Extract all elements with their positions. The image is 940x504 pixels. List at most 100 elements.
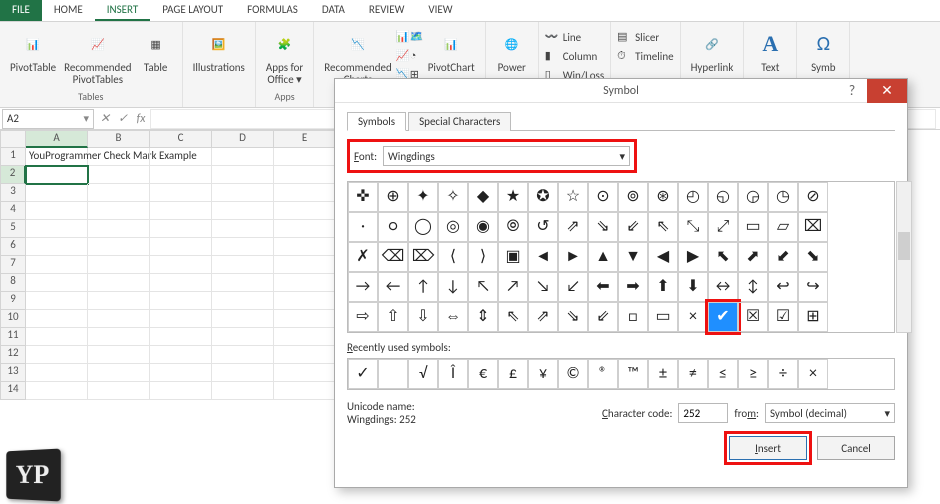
symbol-cell[interactable]: ▶ bbox=[678, 242, 708, 272]
cell[interactable] bbox=[274, 202, 336, 220]
table-button[interactable]: ▦Table bbox=[136, 26, 176, 76]
row-header[interactable]: 7 bbox=[0, 256, 26, 274]
row-header[interactable]: 9 bbox=[0, 292, 26, 310]
symbol-cell[interactable]: ⇗ bbox=[528, 302, 558, 332]
cell[interactable] bbox=[212, 382, 274, 400]
cell[interactable] bbox=[88, 220, 150, 238]
cell[interactable] bbox=[88, 328, 150, 346]
cell[interactable] bbox=[274, 256, 336, 274]
cell[interactable] bbox=[88, 382, 150, 400]
illustrations-button[interactable]: 🖼️Illustrations bbox=[189, 26, 249, 76]
recent-symbol-cell[interactable]: ™ bbox=[618, 359, 648, 389]
cell[interactable] bbox=[26, 364, 88, 382]
cancel-formula-icon[interactable]: ✕ bbox=[96, 111, 114, 126]
recent-symbol-cell[interactable]: ® bbox=[588, 359, 618, 389]
row-header[interactable]: 4 bbox=[0, 202, 26, 220]
recent-symbol-cell[interactable]: √ bbox=[408, 359, 438, 389]
symbol-cell[interactable]: ⬅ bbox=[588, 272, 618, 302]
cell[interactable] bbox=[274, 364, 336, 382]
symbol-cell[interactable]: ✜ bbox=[348, 182, 378, 212]
tab-special-characters[interactable]: Special Characters bbox=[408, 112, 511, 131]
enter-formula-icon[interactable]: ✓ bbox=[114, 111, 132, 126]
symbol-cell[interactable]: ↕ bbox=[738, 272, 768, 302]
symbol-cell[interactable]: ↖ bbox=[468, 272, 498, 302]
tab-home[interactable]: HOME bbox=[42, 0, 95, 21]
symbols-button[interactable]: ΩSymb bbox=[803, 26, 843, 76]
symbol-grid[interactable]: ✜⊕✦✧◆★✪☆⊙⊚⊛◴◵◶◷⊘·○◯◎◉⦾↺⇗⇘⇙⇖⤡⤢▭▱⌧✗⌫⌦⟨⟩▣◄►… bbox=[347, 181, 895, 333]
cell[interactable] bbox=[274, 220, 336, 238]
cell[interactable] bbox=[26, 346, 88, 364]
row-header[interactable]: 12 bbox=[0, 346, 26, 364]
symbol-cell[interactable]: ◵ bbox=[708, 182, 738, 212]
cell[interactable] bbox=[274, 238, 336, 256]
symbol-cell[interactable]: ▲ bbox=[588, 242, 618, 272]
hyperlink-button[interactable]: 🔗Hyperlink bbox=[687, 26, 738, 76]
cell[interactable] bbox=[150, 274, 212, 292]
recent-symbol-cell[interactable]: © bbox=[558, 359, 588, 389]
cell[interactable] bbox=[274, 292, 336, 310]
cell[interactable] bbox=[212, 274, 274, 292]
symbol-cell[interactable]: ⟩ bbox=[468, 242, 498, 272]
symbol-cell[interactable]: ⇘ bbox=[558, 302, 588, 332]
pivottable-button[interactable]: 📊PivotTable bbox=[6, 26, 60, 76]
symbol-cell[interactable]: ⬈ bbox=[738, 242, 768, 272]
tab-file[interactable]: FILE bbox=[0, 0, 42, 21]
row-header[interactable]: 6 bbox=[0, 238, 26, 256]
cell[interactable] bbox=[212, 292, 274, 310]
symbol-cell[interactable]: ⊙ bbox=[588, 182, 618, 212]
symbol-cell[interactable]: ✔ bbox=[708, 302, 738, 332]
symbol-cell[interactable]: → bbox=[348, 272, 378, 302]
symbol-cell[interactable]: ✦ bbox=[408, 182, 438, 212]
timeline-button[interactable]: ⏱Timeline bbox=[617, 47, 673, 65]
cell[interactable] bbox=[26, 292, 88, 310]
cell[interactable] bbox=[88, 238, 150, 256]
symbol-cell[interactable]: ⇙ bbox=[588, 302, 618, 332]
cell[interactable] bbox=[274, 166, 336, 184]
pivotchart-button[interactable]: 📊PivotChart bbox=[424, 26, 479, 76]
cell[interactable] bbox=[150, 310, 212, 328]
symbol-cell[interactable]: ☆ bbox=[558, 182, 588, 212]
recent-symbol-cell[interactable]: ✓ bbox=[348, 359, 378, 389]
sparkline-line-button[interactable]: 〰️Line bbox=[545, 28, 604, 46]
row-header[interactable]: 3 bbox=[0, 184, 26, 202]
cell[interactable] bbox=[26, 256, 88, 274]
symbol-cell[interactable]: ⬉ bbox=[708, 242, 738, 272]
row-header[interactable]: 2 bbox=[0, 166, 26, 184]
dialog-help-button[interactable]: ? bbox=[837, 79, 867, 103]
recent-symbol-cell[interactable]: ≤ bbox=[708, 359, 738, 389]
symbol-cell[interactable]: ↑ bbox=[408, 272, 438, 302]
cell[interactable] bbox=[274, 382, 336, 400]
cell[interactable] bbox=[150, 256, 212, 274]
symbol-cell[interactable]: ⊚ bbox=[618, 182, 648, 212]
symbol-cell[interactable]: ⊕ bbox=[378, 182, 408, 212]
symbol-cell[interactable]: ► bbox=[558, 242, 588, 272]
symbol-cell[interactable]: ⬊ bbox=[798, 242, 828, 272]
tab-insert[interactable]: INSERT bbox=[95, 0, 151, 21]
symbol-cell[interactable]: ☒ bbox=[738, 302, 768, 332]
row-header[interactable]: 5 bbox=[0, 220, 26, 238]
recent-symbol-cell[interactable]: Î bbox=[438, 359, 468, 389]
symbol-cell[interactable]: ↗ bbox=[498, 272, 528, 302]
chart-type-5[interactable]: ◔ bbox=[410, 47, 424, 65]
cancel-button[interactable]: Cancel bbox=[817, 436, 895, 460]
cell[interactable] bbox=[88, 292, 150, 310]
cell[interactable] bbox=[88, 346, 150, 364]
symbol-cell[interactable]: ↓ bbox=[438, 272, 468, 302]
symbol-cell[interactable]: ☑ bbox=[768, 302, 798, 332]
cell[interactable] bbox=[212, 148, 274, 166]
sparkline-column-button[interactable]: ▮Column bbox=[545, 47, 604, 65]
cell[interactable] bbox=[150, 238, 212, 256]
recent-symbol-cell[interactable]: ≥ bbox=[738, 359, 768, 389]
symbol-cell[interactable]: ⇘ bbox=[588, 212, 618, 242]
cell[interactable] bbox=[212, 220, 274, 238]
cell[interactable] bbox=[150, 346, 212, 364]
cell[interactable] bbox=[212, 166, 274, 184]
dialog-close-button[interactable]: ✕ bbox=[867, 79, 907, 103]
cell[interactable] bbox=[150, 148, 212, 166]
recent-symbol-cell[interactable]: × bbox=[798, 359, 828, 389]
cell[interactable]: YouProgrammer Check Mark Example bbox=[26, 148, 88, 166]
symbol-cell[interactable]: ↘ bbox=[528, 272, 558, 302]
cell[interactable] bbox=[274, 148, 336, 166]
symbol-cell[interactable]: ▼ bbox=[618, 242, 648, 272]
symbol-cell[interactable]: ⊘ bbox=[798, 182, 828, 212]
